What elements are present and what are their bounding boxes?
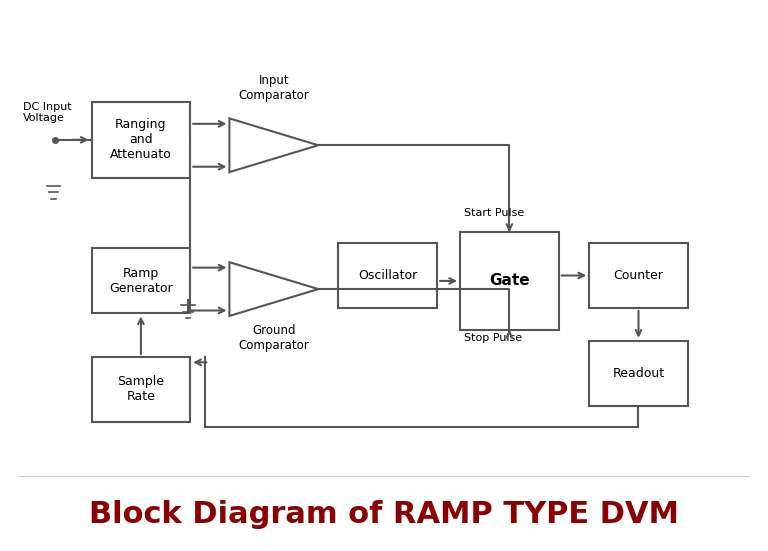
FancyBboxPatch shape bbox=[91, 102, 190, 178]
Text: Counter: Counter bbox=[614, 269, 664, 282]
FancyBboxPatch shape bbox=[91, 357, 190, 422]
Text: Oscillator: Oscillator bbox=[358, 269, 418, 282]
Text: Ground
Comparator: Ground Comparator bbox=[239, 324, 310, 352]
Text: Sample
Rate: Sample Rate bbox=[118, 375, 164, 403]
Text: Start Pulse: Start Pulse bbox=[464, 208, 524, 218]
Text: Readout: Readout bbox=[612, 366, 664, 380]
FancyBboxPatch shape bbox=[589, 341, 688, 406]
Text: Input
Comparator: Input Comparator bbox=[239, 74, 310, 102]
Text: Ranging
and
Attenuato: Ranging and Attenuato bbox=[110, 118, 172, 161]
FancyBboxPatch shape bbox=[91, 249, 190, 314]
FancyBboxPatch shape bbox=[589, 243, 688, 308]
Text: Stop Pulse: Stop Pulse bbox=[464, 333, 522, 343]
FancyBboxPatch shape bbox=[339, 243, 437, 308]
Text: Gate: Gate bbox=[489, 273, 530, 288]
Text: Ramp
Generator: Ramp Generator bbox=[109, 267, 173, 295]
Text: Block Diagram of RAMP TYPE DVM: Block Diagram of RAMP TYPE DVM bbox=[89, 500, 679, 529]
FancyBboxPatch shape bbox=[460, 232, 559, 329]
Text: DC Input
Voltage: DC Input Voltage bbox=[23, 102, 71, 123]
